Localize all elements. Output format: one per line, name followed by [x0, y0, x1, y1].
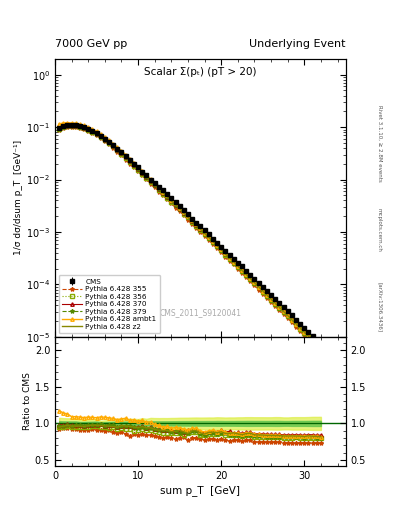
- X-axis label: sum p_T  [GeV]: sum p_T [GeV]: [160, 485, 241, 496]
- Pythia 6.428 ambt1: [206, 233, 211, 240]
- Pythia 6.428 379: [206, 234, 211, 241]
- Text: CMS_2011_S9120041: CMS_2011_S9120041: [160, 308, 241, 317]
- Text: [arXiv:1306.3436]: [arXiv:1306.3436]: [377, 282, 382, 332]
- Pythia 6.428 370: [319, 345, 323, 351]
- Pythia 6.428 z2: [57, 125, 62, 132]
- Line: Pythia 6.428 370: Pythia 6.428 370: [57, 124, 323, 350]
- Pythia 6.428 355: [57, 126, 62, 133]
- Legend: CMS, Pythia 6.428 355, Pythia 6.428 356, Pythia 6.428 370, Pythia 6.428 379, Pyt: CMS, Pythia 6.428 355, Pythia 6.428 356,…: [59, 275, 160, 333]
- Pythia 6.428 z2: [69, 123, 74, 129]
- Pythia 6.428 356: [231, 260, 236, 266]
- Pythia 6.428 ambt1: [227, 255, 232, 261]
- Y-axis label: Ratio to CMS: Ratio to CMS: [23, 372, 32, 430]
- Pythia 6.428 379: [57, 125, 62, 132]
- Pythia 6.428 356: [169, 199, 174, 205]
- Text: Rivet 3.1.10, ≥ 2.8M events: Rivet 3.1.10, ≥ 2.8M events: [377, 105, 382, 182]
- Pythia 6.428 379: [169, 198, 174, 204]
- Pythia 6.428 355: [190, 221, 195, 227]
- Pythia 6.428 356: [65, 123, 70, 130]
- Line: Pythia 6.428 379: Pythia 6.428 379: [57, 124, 323, 351]
- Pythia 6.428 z2: [206, 234, 211, 241]
- Pythia 6.428 379: [69, 123, 74, 129]
- Pythia 6.428 z2: [227, 255, 232, 261]
- Pythia 6.428 355: [206, 237, 211, 243]
- Pythia 6.428 356: [227, 255, 232, 262]
- Pythia 6.428 379: [319, 346, 323, 352]
- Pythia 6.428 z2: [319, 346, 323, 352]
- Pythia 6.428 ambt1: [65, 119, 70, 125]
- Pythia 6.428 355: [319, 348, 323, 354]
- Pythia 6.428 379: [94, 131, 99, 137]
- Pythia 6.428 356: [190, 219, 195, 225]
- Text: mcplots.cern.ch: mcplots.cern.ch: [377, 208, 382, 252]
- Pythia 6.428 370: [94, 131, 99, 137]
- Pythia 6.428 355: [231, 262, 236, 268]
- Pythia 6.428 379: [190, 218, 195, 224]
- Pythia 6.428 379: [231, 260, 236, 266]
- Line: Pythia 6.428 355: Pythia 6.428 355: [57, 125, 323, 353]
- Pythia 6.428 z2: [231, 259, 236, 265]
- Pythia 6.428 ambt1: [94, 129, 99, 135]
- Pythia 6.428 355: [227, 258, 232, 264]
- Text: 7000 GeV pp: 7000 GeV pp: [55, 38, 127, 49]
- Pythia 6.428 ambt1: [57, 121, 62, 127]
- Pythia 6.428 356: [319, 346, 323, 352]
- Pythia 6.428 z2: [94, 131, 99, 137]
- Pythia 6.428 355: [169, 200, 174, 206]
- Pythia 6.428 379: [227, 255, 232, 262]
- Line: Pythia 6.428 ambt1: Pythia 6.428 ambt1: [57, 121, 323, 350]
- Pythia 6.428 ambt1: [169, 197, 174, 203]
- Pythia 6.428 ambt1: [231, 259, 236, 265]
- Pythia 6.428 370: [190, 218, 195, 224]
- Pythia 6.428 370: [227, 254, 232, 260]
- Pythia 6.428 ambt1: [319, 346, 323, 352]
- Pythia 6.428 370: [231, 259, 236, 265]
- Text: Scalar Σ(pₜ) (pT > 20): Scalar Σ(pₜ) (pT > 20): [144, 67, 257, 77]
- Pythia 6.428 370: [57, 125, 62, 131]
- Pythia 6.428 356: [94, 131, 99, 137]
- Pythia 6.428 356: [206, 235, 211, 241]
- Pythia 6.428 355: [65, 124, 70, 130]
- Line: Pythia 6.428 356: Pythia 6.428 356: [57, 124, 323, 351]
- Pythia 6.428 z2: [169, 198, 174, 204]
- Text: Underlying Event: Underlying Event: [249, 38, 346, 49]
- Pythia 6.428 370: [169, 197, 174, 203]
- Pythia 6.428 370: [206, 234, 211, 240]
- Line: Pythia 6.428 z2: Pythia 6.428 z2: [59, 126, 321, 349]
- Pythia 6.428 ambt1: [190, 217, 195, 223]
- Y-axis label: 1/σ dσ/dsum p_T  [GeV⁻¹]: 1/σ dσ/dsum p_T [GeV⁻¹]: [14, 140, 23, 255]
- Pythia 6.428 356: [57, 125, 62, 132]
- Pythia 6.428 z2: [190, 218, 195, 224]
- Pythia 6.428 355: [94, 132, 99, 138]
- Pythia 6.428 370: [65, 122, 70, 129]
